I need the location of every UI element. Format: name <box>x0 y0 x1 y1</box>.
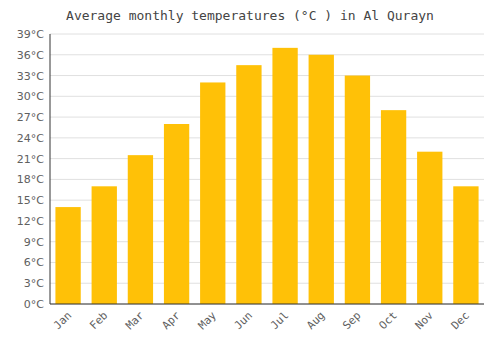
bar <box>345 76 370 304</box>
y-tick-label: 12°C <box>17 215 44 228</box>
x-tick-label: Aug <box>304 309 327 332</box>
x-tick-label: Dec <box>449 309 472 332</box>
title: Average monthly temperatures (°C ) in Al… <box>66 8 434 23</box>
x-tick-label: May <box>196 309 220 333</box>
x-tick-label: Nov <box>413 309 437 333</box>
grid-line <box>50 304 484 305</box>
y-tick-label: 0°C <box>24 298 44 311</box>
bar <box>417 152 442 304</box>
x-tick-label: Jul <box>268 309 291 332</box>
bar <box>128 155 153 304</box>
x-tick-label: Oct <box>376 309 399 332</box>
y-axis-line <box>50 34 51 304</box>
y-axis: 0°C 3°C 6°C 9°C 12°C 15°C 18°C 21°C 24°C 27°C 30°C… <box>17 28 44 311</box>
bar <box>92 186 117 304</box>
y-tick-label: 30°C <box>17 90 44 103</box>
y-tick-label: 6°C <box>24 256 44 269</box>
y-tick-label: 24°C <box>17 132 44 145</box>
y-tick-label: 36°C <box>17 49 44 62</box>
y-tick-label: 27°C <box>17 111 44 124</box>
x-tick-label: Sep <box>340 309 363 332</box>
x-tick-label: Mar <box>123 309 147 333</box>
x-tick-label: Jun <box>232 309 255 332</box>
chart-container: Average monthly temperatures (°C ) in Al… <box>0 0 500 350</box>
x-tick-label: Jan <box>51 309 74 332</box>
bar <box>200 82 225 304</box>
bar <box>272 48 297 304</box>
bar <box>453 186 478 304</box>
bar <box>381 110 406 304</box>
bar <box>164 124 189 304</box>
y-tick-label: 9°C <box>24 236 44 249</box>
grid <box>50 34 484 304</box>
x-axis: Jan Feb Mar Apr May Jun Jul Aug Sep Oct Nov Dec <box>51 309 472 333</box>
y-tick-label: 15°C <box>17 194 44 207</box>
grid-line <box>50 96 484 97</box>
y-tick-label: 18°C <box>17 173 44 186</box>
grid-line <box>50 137 484 138</box>
grid-line <box>50 117 484 118</box>
y-tick-label: 33°C <box>17 70 44 83</box>
x-axis-line <box>50 304 484 305</box>
bar <box>55 207 80 304</box>
y-tick-label: 3°C <box>24 277 44 290</box>
grid-line <box>50 34 484 35</box>
grid-line <box>50 75 484 76</box>
y-tick-label: 39°C <box>17 28 44 41</box>
chart: Average monthly temperatures (°C ) in Al… <box>0 0 500 350</box>
x-tick-label: Feb <box>87 309 110 332</box>
y-tick-label: 21°C <box>17 153 44 166</box>
bar <box>236 65 261 304</box>
bars <box>55 48 478 304</box>
grid-line <box>50 54 484 55</box>
x-tick-label: Apr <box>159 309 183 333</box>
bar <box>309 55 334 304</box>
